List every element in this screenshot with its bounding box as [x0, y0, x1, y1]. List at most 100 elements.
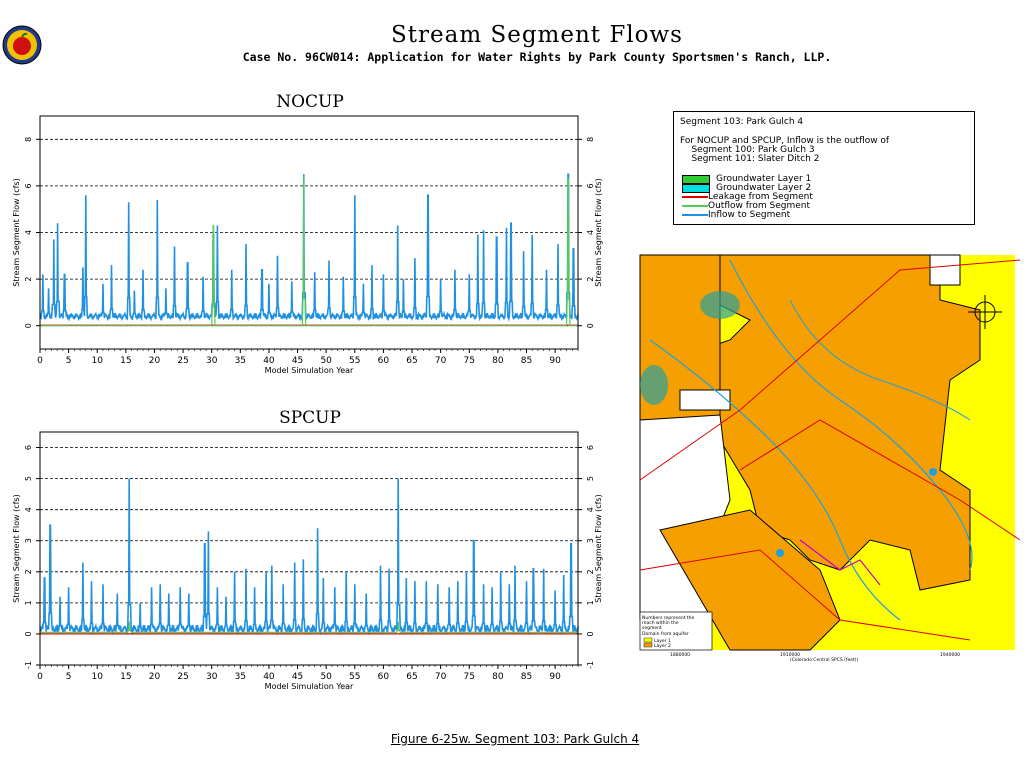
page-subtitle: Case No. 96CW014: Application for Water … — [242, 50, 832, 64]
legend-item-label: Groundwater Layer 1 — [716, 174, 812, 184]
x-tick-label: 0 — [37, 356, 43, 366]
x-tick-label: 50 — [320, 672, 332, 682]
legend-line-inflow — [682, 214, 708, 216]
segment-location-map: Numbers represent the reach within the s… — [639, 240, 1021, 680]
x-tick-label: 0 — [37, 672, 43, 682]
y-axis-label-right: Stream Segment Flow (cfs) — [594, 494, 603, 602]
y-tick-label: 1 — [24, 600, 33, 605]
x-tick-label: 20 — [149, 672, 161, 682]
north-arrow-icon — [968, 295, 1002, 329]
series-line-inflow-to-segment — [39, 173, 579, 322]
y-tick-label-right: 8 — [586, 137, 595, 142]
x-tick-label: 30 — [206, 356, 218, 366]
x-tick-label: 20 — [149, 356, 161, 366]
y-tick-label-right: 6 — [586, 183, 595, 188]
y-tick-label-right: 0 — [586, 631, 595, 636]
x-tick-label: 70 — [435, 356, 447, 366]
map-legend-text: Layer 1 — [654, 638, 671, 644]
x-tick-label: 10 — [92, 356, 104, 366]
y-tick-label: -1 — [24, 661, 33, 669]
x-tick-label: 5 — [66, 672, 72, 682]
legend-swatch-layer2 — [682, 184, 710, 193]
x-tick-label: 25 — [177, 356, 188, 366]
x-tick-label: 45 — [292, 672, 303, 682]
map-tick-label: 1940000 — [940, 652, 960, 658]
x-tick-label: 65 — [406, 672, 417, 682]
legend-item-label: Inflow to Segment — [708, 210, 791, 220]
x-tick-label: 15 — [120, 672, 131, 682]
y-tick-label: 2 — [24, 277, 33, 282]
x-tick-label: 65 — [406, 356, 417, 366]
x-tick-label: 25 — [177, 672, 188, 682]
y-tick-label: 0 — [24, 323, 33, 328]
x-tick-label: 60 — [378, 356, 390, 366]
x-axis-label: Model Simulation Year — [265, 682, 354, 691]
x-tick-label: 5 — [66, 356, 72, 366]
series-line-inflow-to-segment — [39, 478, 579, 636]
x-tick-label: 10 — [92, 672, 104, 682]
x-tick-label: 45 — [292, 356, 303, 366]
legend-note-line: Segment 101: Slater Ditch 2 — [680, 154, 820, 164]
x-tick-label: 15 — [120, 356, 131, 366]
map-stream — [789, 299, 971, 421]
x-tick-label: 85 — [521, 356, 532, 366]
x-tick-label: 35 — [235, 672, 246, 682]
y-tick-label-right: 4 — [586, 507, 595, 512]
map-legend-text: Domain from aquifer — [642, 631, 689, 637]
series-line-outflow-from-segment — [40, 621, 578, 634]
map-legend-text: reach within the — [642, 620, 679, 626]
map-legend-text: Numbers represent the — [642, 615, 695, 621]
x-tick-label: 40 — [263, 356, 275, 366]
x-tick-label: 80 — [492, 672, 504, 682]
x-axis-label: Model Simulation Year — [265, 366, 354, 375]
x-tick-label: 85 — [521, 672, 532, 682]
legend-item-label: Outflow from Segment — [708, 201, 811, 211]
x-tick-label: 70 — [435, 672, 447, 682]
map-road — [639, 259, 1021, 481]
map-road — [639, 549, 971, 641]
x-tick-label: 75 — [464, 356, 475, 366]
legend-line-outflow — [682, 205, 708, 207]
x-tick-label: 80 — [492, 356, 504, 366]
state-seal-logo — [2, 25, 42, 65]
y-axis-label: Stream Segment Flow (cfs) — [12, 494, 21, 602]
x-tick-label: 55 — [349, 672, 360, 682]
y-tick-label: 4 — [24, 507, 33, 512]
legend-swatch-layer1 — [682, 175, 710, 184]
x-tick-label: 35 — [235, 356, 246, 366]
y-tick-label-right: 5 — [586, 476, 595, 481]
nocup-chart-title: NOCUP — [276, 92, 344, 112]
x-tick-label: 60 — [378, 672, 390, 682]
legend-note-line: For NOCUP and SPCUP, Inflow is the outfl… — [680, 136, 890, 146]
y-tick-label-right: 0 — [586, 323, 595, 328]
x-tick-label: 90 — [549, 356, 561, 366]
y-tick-label-right: 1 — [586, 600, 595, 605]
map-pond — [776, 549, 784, 557]
map-stream — [649, 339, 901, 621]
map-segment-path — [799, 539, 881, 586]
map-outside-domain — [929, 254, 961, 286]
x-tick-label: 30 — [206, 672, 218, 682]
y-tick-label: 8 — [24, 137, 33, 142]
map-outside-domain — [679, 389, 731, 411]
map-stream — [729, 259, 973, 571]
map-pond — [929, 468, 937, 476]
y-tick-label: 5 — [24, 476, 33, 481]
y-tick-label-right: 2 — [586, 569, 595, 574]
y-tick-label-right: 4 — [586, 230, 595, 235]
spcup-chart-title: SPCUP — [279, 408, 341, 428]
legend-item-label: Leakage from Segment — [708, 192, 813, 202]
y-tick-label: 4 — [24, 230, 33, 235]
map-road — [739, 419, 1021, 541]
x-tick-label: 55 — [349, 356, 360, 366]
legend-item-label: Groundwater Layer 2 — [716, 183, 812, 193]
y-tick-label: 3 — [24, 538, 33, 543]
map-axis-label: (Colorado Central SPCS (feet)) — [790, 657, 859, 663]
y-axis-label-right: Stream Segment Flow (cfs) — [594, 178, 603, 286]
legend-segment-title: Segment 103: Park Gulch 4 — [680, 117, 804, 127]
chart-legend: Segment 103: Park Gulch 4 For NOCUP and … — [673, 111, 975, 225]
y-tick-label-right: -1 — [586, 661, 595, 669]
y-tick-label-right: 6 — [586, 445, 595, 450]
